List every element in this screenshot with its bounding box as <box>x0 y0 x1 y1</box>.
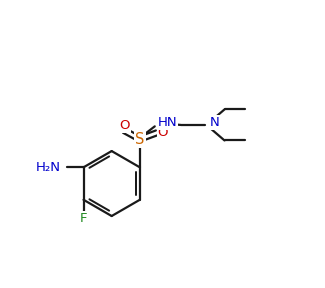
Text: O: O <box>119 119 129 132</box>
Text: N: N <box>210 116 220 129</box>
Text: H₂N: H₂N <box>36 161 61 174</box>
Text: O: O <box>158 126 168 139</box>
Text: S: S <box>135 132 145 147</box>
Text: HN: HN <box>158 115 177 129</box>
Text: F: F <box>80 212 87 225</box>
